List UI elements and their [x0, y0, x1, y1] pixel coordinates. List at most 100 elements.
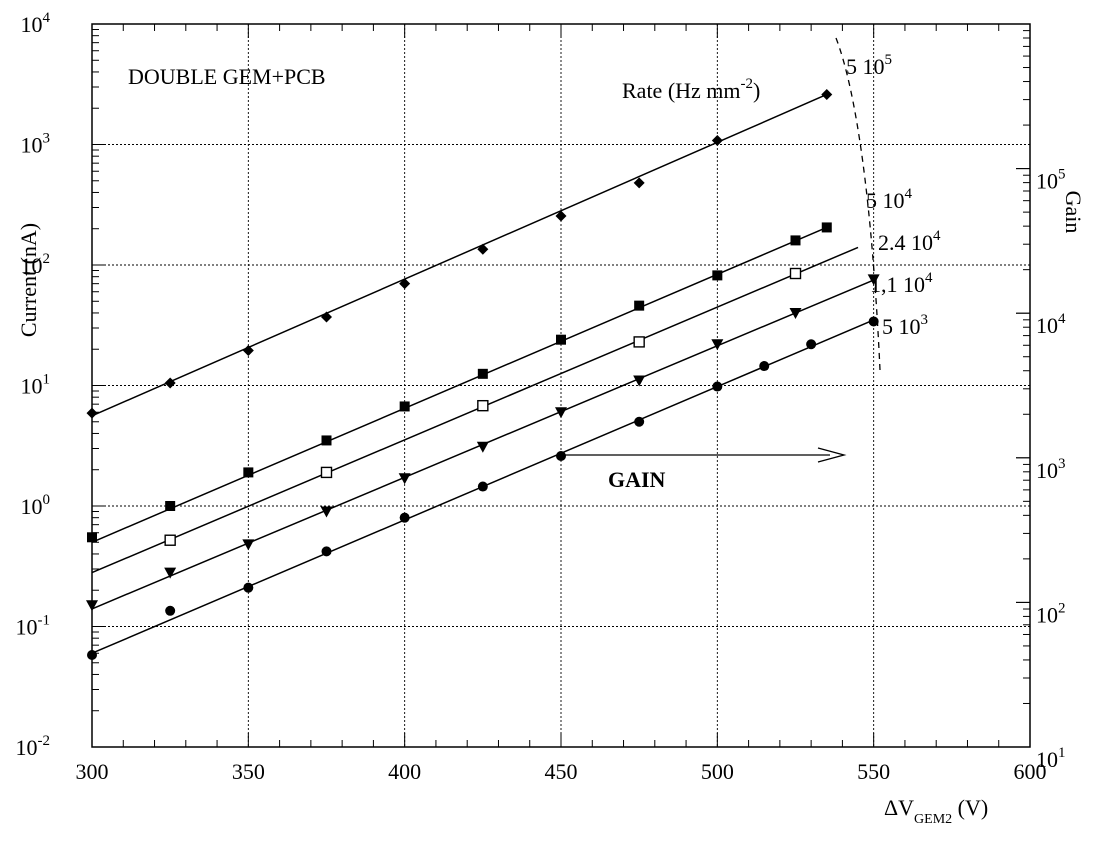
y2-tick-label-base: 10 — [1036, 169, 1058, 194]
y2-tick-label-exp: 3 — [1058, 456, 1066, 472]
data-point — [399, 278, 411, 290]
gain-arrow — [565, 447, 847, 463]
y-tick-label: 10-2 — [16, 733, 51, 760]
x-tick-label: 400 — [388, 759, 421, 784]
data-point — [790, 235, 801, 246]
grid — [92, 24, 1030, 747]
series-rate-label: 2.4 104 — [878, 228, 941, 255]
x-tick-label: 350 — [232, 759, 265, 784]
data-point — [634, 300, 645, 311]
minor-ticks — [91, 23, 1031, 748]
y-tick-label-exp: -1 — [38, 613, 51, 629]
tick-labels: 300 350 400 450 500 550 60010-210-110010110210… — [16, 10, 1067, 784]
data-point — [86, 407, 98, 419]
y-tick-label: 102 — [21, 251, 51, 278]
y-tick-label-base: 10 — [21, 494, 43, 519]
data-point — [87, 650, 97, 661]
y-tick-label-exp: 0 — [43, 492, 51, 508]
data-point — [86, 600, 98, 612]
data-point — [806, 339, 817, 350]
y-tick-label-exp: 3 — [43, 131, 51, 147]
y-axis-title: Current (nA) — [16, 223, 41, 337]
y2-tick-label-exp: 1 — [1058, 745, 1066, 761]
fit-line — [91, 246, 859, 574]
data-point — [320, 506, 333, 518]
y2-tick-label: 104 — [1036, 311, 1066, 338]
data-point — [789, 267, 802, 280]
y-tick-label-exp: -2 — [38, 733, 51, 749]
x-tick-label: 600 — [1014, 759, 1047, 784]
y-tick-label-exp: 1 — [43, 372, 51, 388]
series-rate-label-base: 5 10 — [846, 54, 885, 79]
data-point — [789, 307, 802, 319]
series-rate-label: 5 103 — [882, 312, 928, 339]
y2-tick-label-base: 10 — [1036, 313, 1058, 338]
data-point — [476, 441, 489, 453]
x-tick-label: 500 — [701, 759, 734, 784]
data-markers — [86, 88, 880, 661]
plot-annotation-title: DOUBLE GEM+PCB — [128, 64, 326, 89]
data-point — [243, 467, 254, 478]
data-point — [712, 381, 723, 392]
series-rate-label-exp: 4 — [925, 270, 933, 286]
data-point — [399, 401, 410, 412]
data-point — [165, 501, 176, 511]
y-tick-label: 103 — [21, 131, 51, 158]
data-point — [164, 534, 176, 546]
data-point — [555, 407, 567, 419]
data-point — [634, 416, 645, 427]
x-axis-title: ΔVGEM2 (V) — [884, 795, 988, 827]
y-tick-label-base: 10 — [21, 253, 43, 278]
data-point — [477, 399, 489, 412]
data-point — [243, 582, 254, 593]
y2-tick-label: 103 — [1036, 456, 1066, 483]
data-point — [821, 222, 832, 233]
series-rate-label-base: 2.4 10 — [878, 230, 933, 255]
data-point — [759, 361, 770, 372]
data-point — [321, 546, 332, 557]
y-tick-label: 101 — [21, 372, 51, 399]
y2-tick-label-base: 10 — [1036, 602, 1058, 627]
data-point — [165, 605, 176, 616]
data-point — [399, 512, 410, 523]
rate-label-prefix: Rate (Hz mm — [622, 78, 741, 103]
y-tick-label: 10-1 — [16, 613, 51, 640]
x-axis-title-suffix: (V) — [952, 795, 988, 820]
y2-axis-title: Gain — [1061, 191, 1086, 234]
y-tick-label-base: 10 — [21, 133, 43, 158]
series-rate-label-exp: 4 — [933, 228, 941, 244]
y2-tick-label-exp: 2 — [1058, 600, 1066, 616]
data-point — [633, 375, 646, 387]
y2-tick-label-base: 10 — [1036, 747, 1058, 772]
series-rate-label-exp: 5 — [885, 52, 893, 68]
x-tick-label: 550 — [857, 759, 890, 784]
data-point — [477, 243, 489, 255]
y-tick-label-exp: 4 — [43, 10, 51, 26]
data-point — [321, 311, 332, 323]
data-point — [242, 345, 254, 357]
data-point — [321, 435, 332, 446]
y-tick-label: 104 — [21, 10, 51, 37]
data-point — [320, 466, 333, 479]
data-point — [712, 270, 723, 281]
data-point — [477, 481, 488, 492]
data-point — [633, 177, 645, 189]
y-tick-label-exp: 2 — [43, 251, 51, 267]
series-rate-label-exp: 4 — [905, 186, 913, 202]
y-tick-label: 100 — [21, 492, 51, 519]
data-point — [556, 334, 566, 345]
data-point — [242, 539, 255, 551]
x-axis-title-sub: GEM2 — [914, 812, 952, 827]
y2-tick-label: 101 — [1036, 745, 1066, 772]
y2-tick-label-base: 10 — [1036, 458, 1058, 483]
y-tick-label-base: 10 — [16, 615, 38, 640]
rate-label-suffix: ) — [753, 78, 760, 103]
rate-label: Rate (Hz mm-2) — [622, 76, 760, 103]
fit-line — [91, 226, 828, 543]
series-rate-label: 5 105 — [846, 52, 892, 79]
data-point — [867, 274, 880, 286]
y-tick-label-base: 10 — [21, 12, 43, 37]
x-tick-label: 300 — [76, 759, 109, 784]
